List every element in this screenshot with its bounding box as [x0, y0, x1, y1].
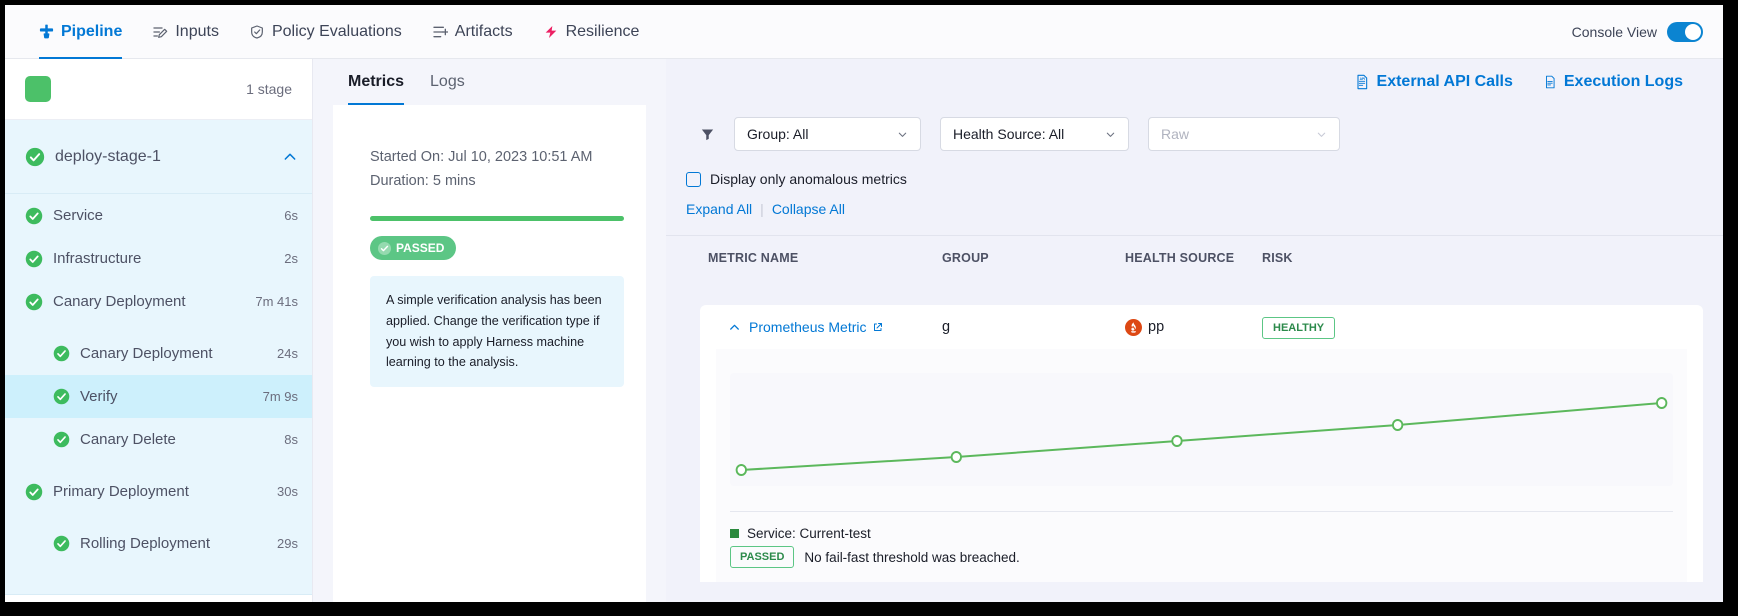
- svg-text:API: API: [1359, 77, 1365, 81]
